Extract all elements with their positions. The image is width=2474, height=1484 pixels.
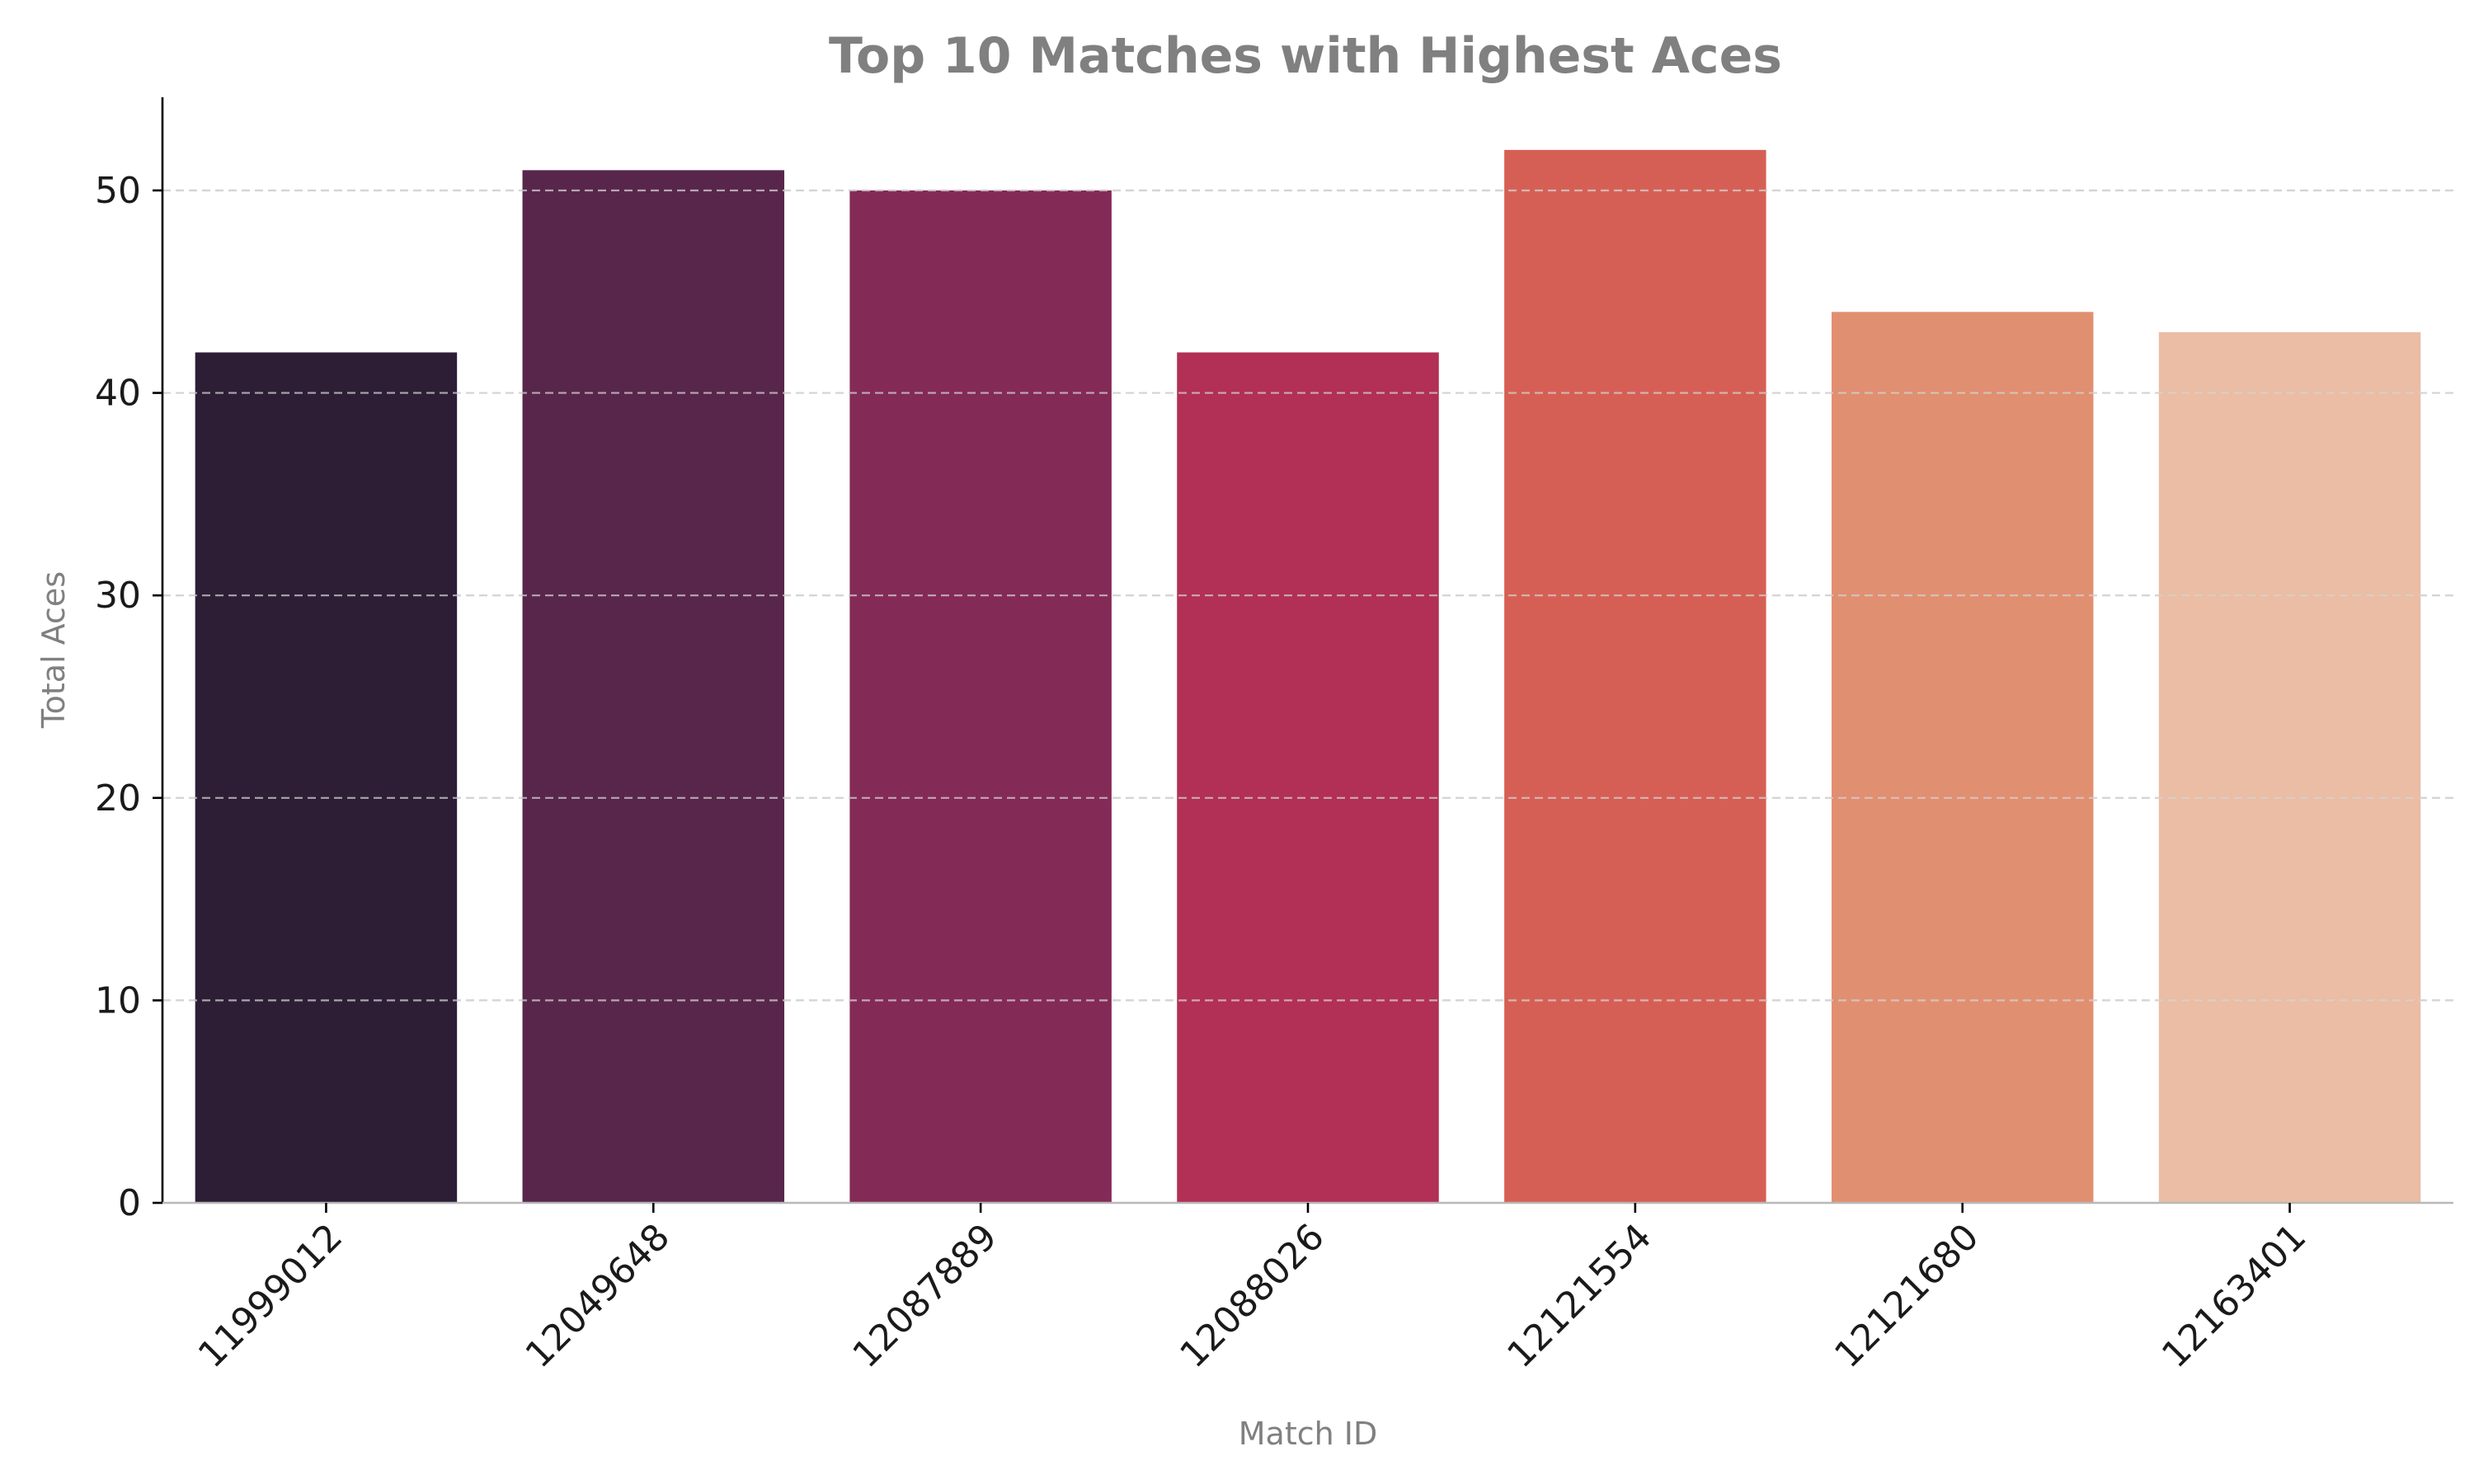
x-axis-title: Match ID <box>1239 1416 1378 1452</box>
y-tick-label: 10 <box>95 979 141 1021</box>
bars <box>162 149 2453 1203</box>
x-tick-label: 12049648 <box>518 1216 678 1376</box>
y-axis-title: Total Aces <box>35 571 72 729</box>
y-tick-label: 50 <box>95 170 141 212</box>
bar <box>1831 312 2094 1203</box>
x-tick-label: 11999012 <box>190 1216 350 1376</box>
y-tick-label: 30 <box>95 575 141 617</box>
bar <box>1504 149 1766 1203</box>
chart-title: Top 10 Matches with Highest Aces <box>829 27 1782 85</box>
x-tick-label: 12121680 <box>1827 1216 1987 1376</box>
bar <box>1177 352 1439 1203</box>
x-tick-label: 12163401 <box>2154 1216 2314 1376</box>
bar <box>195 352 458 1203</box>
bar <box>2158 331 2421 1203</box>
x-tick-label: 12088026 <box>1172 1216 1332 1376</box>
bar <box>849 190 1112 1203</box>
x-tick-label: 12121554 <box>1499 1216 1659 1376</box>
x-tick-label: 12087889 <box>844 1216 1004 1376</box>
y-tick-label: 40 <box>95 373 141 415</box>
y-tick-label: 20 <box>95 777 141 819</box>
bar <box>522 170 785 1203</box>
x-axis-ticks: 11999012 12049648 12087889 12088026 12121554… <box>190 1203 2314 1376</box>
y-tick-label: 0 <box>118 1182 141 1224</box>
y-axis-ticks: 0 10 20 30 40 50 <box>95 170 162 1224</box>
